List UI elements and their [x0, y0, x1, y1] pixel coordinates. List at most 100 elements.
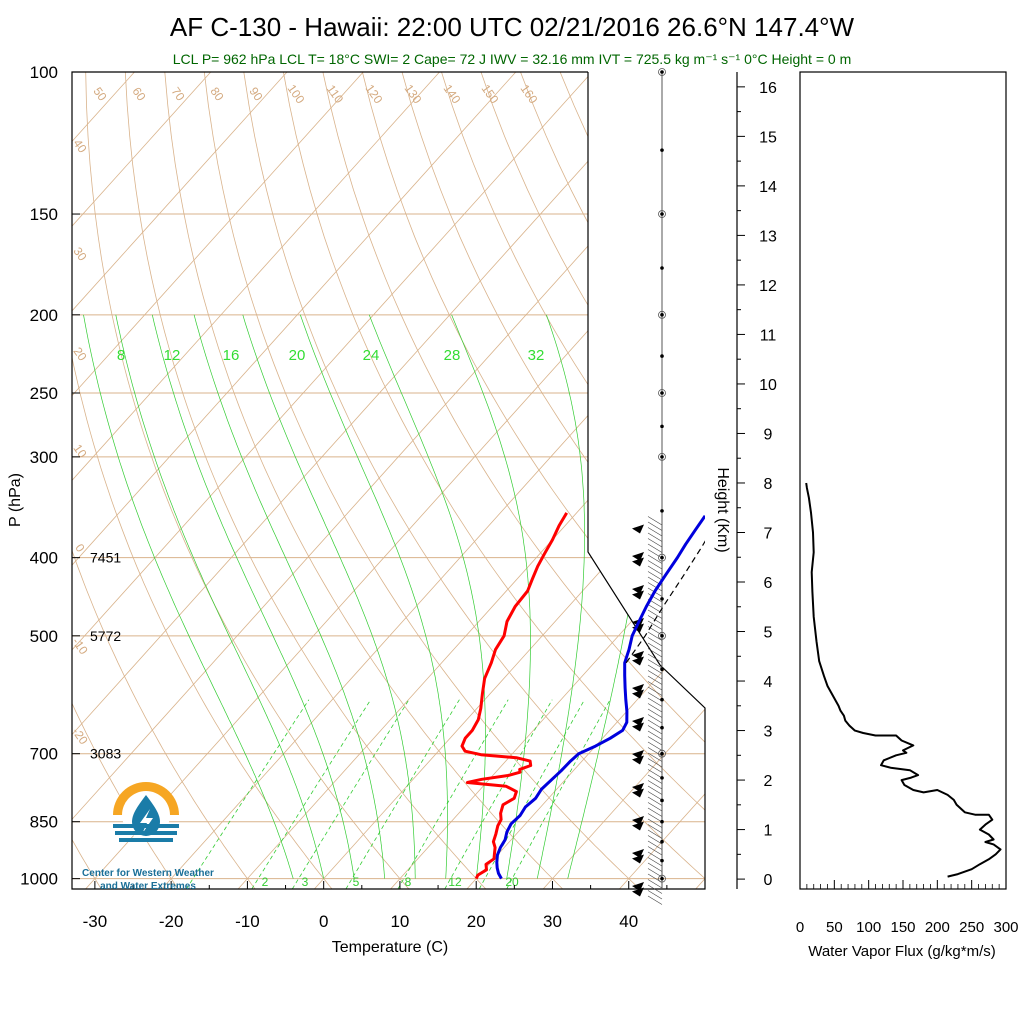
- panel-border: [71, 71, 706, 890]
- wind-level-dot: [660, 819, 664, 824]
- cw3e-logo: Center for Western Weather and Water Ext…: [82, 782, 214, 892]
- wind-level-dot: [660, 634, 664, 638]
- wind-barb: [647, 835, 663, 845]
- wind-barb: [647, 846, 663, 856]
- skewt-axes: -30 -20 -10 0 10 20 30 401001502002503004005007…: [20, 63, 668, 931]
- dry-adiabat-line: [243, 72, 705, 880]
- skewt-background-lines: [72, 72, 705, 889]
- height-tick-label: 13: [759, 228, 777, 245]
- x-tick-label: 30: [543, 912, 562, 931]
- flux-panel-border: [799, 71, 1007, 890]
- wind-barb: [647, 802, 663, 812]
- flux-x-label: Water Vapor Flux (g/kg*m/s): [808, 943, 996, 960]
- flux-tick-label: 200: [925, 919, 950, 936]
- height-tick-label: 6: [764, 575, 773, 592]
- moist-adiabat-line: [242, 314, 416, 879]
- skewt-y-label: P (hPa): [7, 473, 24, 527]
- wind-level-dot: [660, 858, 664, 863]
- wind-barb: [647, 758, 663, 768]
- y-tick-label: 150: [30, 205, 58, 224]
- wind-barb: [647, 543, 663, 553]
- wind-barb: [647, 857, 663, 867]
- mixing-ratio-line: [397, 699, 509, 889]
- isotherm-line: [85, 200, 705, 889]
- x-tick-label: -30: [83, 912, 108, 931]
- isotherm-line: [72, 72, 669, 736]
- height-tick-label: 15: [759, 129, 777, 146]
- calm-wind-circle: [658, 631, 666, 640]
- wind-barb: [647, 807, 663, 817]
- height-tick-label: 0: [764, 872, 773, 889]
- isotherm-line: [466, 623, 705, 889]
- wind-level-dot: [660, 391, 664, 395]
- height-tick-label: 1: [764, 823, 773, 840]
- flux-axes: 0 50 100 150 200 250 300: [796, 880, 1019, 936]
- wind-barb: [647, 796, 663, 806]
- calm-wind-circle: [658, 210, 666, 218]
- wind-barb: [647, 719, 663, 729]
- dry-adiabat-line: [72, 702, 179, 889]
- dry-adiabat-label-left: 10: [70, 442, 89, 461]
- dry-adiabat-line: [283, 72, 705, 811]
- parcel-line: [625, 540, 705, 664]
- wind-level-dot: [660, 148, 664, 152]
- calm-wind-circle: [658, 749, 666, 758]
- wind-level-dot: [660, 354, 664, 358]
- wind-barb: [647, 675, 663, 685]
- y-tick-label: 500: [30, 627, 58, 646]
- mixing-ratio-line: [251, 699, 372, 889]
- wind-level-dot: [660, 70, 664, 74]
- skewt-series: [460, 512, 705, 880]
- isotherm-line: [161, 284, 705, 889]
- wind-barb: [647, 664, 663, 674]
- x-tick-label: -20: [159, 912, 184, 931]
- height-level-label: 3083: [90, 746, 121, 762]
- wind-barb: [647, 609, 663, 619]
- wind-level-dot: [660, 212, 664, 216]
- moist-adiabat-line: [368, 314, 486, 879]
- x-tick-label: 40: [619, 912, 638, 931]
- wind-barb: [647, 884, 663, 894]
- x-tick-label: -10: [235, 912, 260, 931]
- height-tick-label: 8: [764, 476, 773, 493]
- isotherm-line: [72, 72, 593, 651]
- wind-barb: [647, 752, 663, 762]
- isotherm-label: 140: [441, 82, 464, 107]
- x-tick-label: 0: [319, 912, 328, 931]
- moist-adiabat-label: 8: [117, 347, 125, 364]
- wind-level-dot: [660, 509, 664, 513]
- wind-barb-flag: [632, 854, 644, 864]
- wind-barb: [647, 593, 663, 603]
- height-tick-label: 2: [764, 773, 773, 790]
- wind-barb: [647, 780, 663, 790]
- wind-barb: [647, 653, 663, 663]
- height-tick-label: 5: [764, 625, 773, 642]
- wind-barb: [647, 714, 663, 724]
- y-tick-label: 200: [30, 306, 58, 325]
- height-level-label: 7451: [90, 550, 121, 566]
- flux-series: [805, 482, 1002, 878]
- isotherm-label: 50: [90, 85, 109, 104]
- wind-barb: [647, 791, 663, 801]
- flux-tick-label: 250: [959, 919, 984, 936]
- wind-barb: [647, 890, 663, 900]
- flux-line: [805, 482, 1002, 878]
- wind-barb: [647, 538, 663, 548]
- calm-wind-circle: [658, 389, 666, 397]
- wind-barb-flag: [632, 656, 644, 666]
- wind-barb: [647, 851, 663, 861]
- moist-adiabat-line: [115, 314, 325, 879]
- wind-level-dot: [660, 667, 664, 672]
- wind-barb: [647, 697, 663, 707]
- mixing-ratio-line: [506, 699, 611, 889]
- height-tick-label: 3: [764, 724, 773, 741]
- isotherm-label: 90: [246, 85, 265, 104]
- wind-barb: [647, 879, 663, 889]
- height-tick-label: 14: [759, 179, 777, 196]
- mixing-ratio-label: 8: [405, 875, 412, 889]
- skewt-x-label: Temperature (C): [332, 939, 448, 956]
- wind-level-dot: [660, 725, 664, 730]
- height-level-label: 5772: [90, 628, 121, 644]
- isotherm-label: 130: [402, 82, 425, 107]
